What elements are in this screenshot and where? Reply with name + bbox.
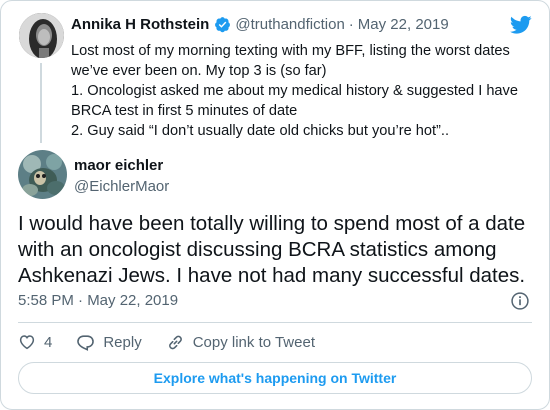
main-author-name[interactable]: maor eichler	[74, 157, 164, 174]
copy-link-label: Copy link to Tweet	[192, 333, 315, 351]
main-text-line: I would have been totally willing to spe…	[18, 212, 526, 235]
parent-author-handle[interactable]: @truthandfiction	[235, 16, 345, 33]
parent-text-line: 2. Guy said “I don’t usually date old ch…	[71, 123, 450, 139]
parent-tweet-header: Annika H Rothstein @truthandfiction · Ma…	[71, 16, 449, 33]
copy-link-button[interactable]: Copy link to Tweet	[166, 333, 315, 352]
parent-tweet-date[interactable]: May 22, 2019	[357, 16, 449, 33]
reply-label: Reply	[103, 333, 142, 351]
main-author-avatar[interactable]	[18, 150, 67, 199]
parent-author-avatar[interactable]	[19, 13, 64, 58]
header-separator: ·	[348, 16, 354, 33]
twitter-bird-icon[interactable]	[510, 15, 532, 35]
speech-bubble-icon	[77, 334, 95, 351]
main-author-handle[interactable]: @EichlerMaor	[74, 178, 170, 195]
thread-connector-line	[40, 63, 42, 143]
action-divider	[18, 322, 532, 323]
parent-text-line: 1. Oncologist asked me about my medical …	[71, 83, 518, 99]
like-button[interactable]: 4	[18, 333, 52, 351]
tweet-actions: 4 Reply Copy link to Tweet	[18, 331, 339, 353]
info-icon[interactable]	[510, 291, 530, 311]
parent-tweet-text: Lost most of my morning texting with my …	[71, 41, 541, 141]
main-tweet-text: I would have been totally willing to spe…	[18, 211, 538, 289]
explore-twitter-button[interactable]: Explore what's happening on Twitter	[18, 362, 532, 394]
parent-text-line: we’ve ever been on. My top 3 is (so far)	[71, 63, 327, 79]
reply-button[interactable]: Reply	[76, 333, 142, 352]
tweet-timestamp[interactable]: 5:58 PM · May 22, 2019	[18, 292, 179, 309]
main-text-line: Ashkenazi Jews. I have not had many succ…	[18, 264, 526, 287]
parent-text-line: Lost most of my morning texting with my …	[71, 43, 510, 59]
main-text-line: with an oncologist discussing BCRA stati…	[18, 238, 497, 261]
parent-author-name[interactable]: Annika H Rothstein	[71, 16, 210, 33]
parent-text-line: BRCA test in first 5 minutes of date	[71, 103, 298, 119]
verified-badge-icon	[215, 17, 231, 33]
like-count: 4	[44, 333, 53, 351]
heart-icon	[19, 335, 35, 350]
link-icon	[168, 335, 182, 349]
